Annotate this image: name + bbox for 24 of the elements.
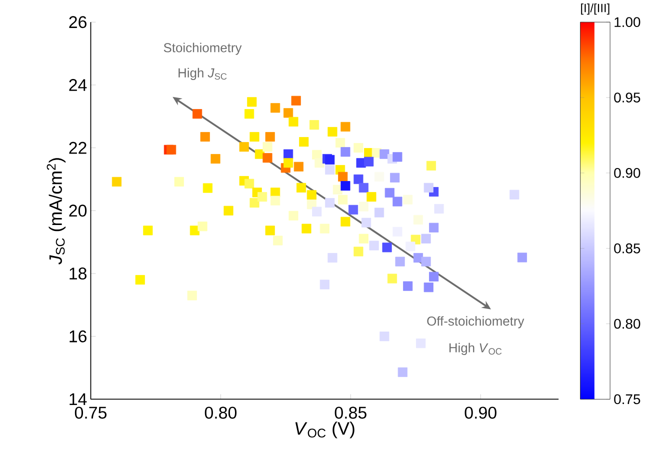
y-tick-label: 26 — [69, 16, 86, 28]
y-tick-label: 16 — [70, 330, 86, 342]
color-bar-label: 1.00 — [614, 17, 640, 27]
color-bar-label: 0.95 — [614, 92, 640, 102]
x-tick-label: 0.75 — [74, 406, 107, 419]
color-bar-label: 0.90 — [614, 168, 640, 178]
color-bar-label: 0.75 — [614, 394, 640, 404]
y-tick-label: 14 — [70, 393, 87, 405]
annotation: High J$_{SC}$ — [178, 68, 227, 80]
x-tick-label: 0.85 — [334, 406, 366, 419]
annotation: Off-stoichiometry — [427, 316, 524, 328]
color-bar-label: 0.85 — [614, 243, 640, 254]
x-tick-label: 0.90 — [464, 406, 496, 419]
y-tick-label: 18 — [70, 267, 86, 280]
x-tick-label: 0.80 — [204, 406, 237, 419]
color-bar-title: [I]/[III] — [581, 3, 610, 14]
x-axis-title: V$_{OC}$ (V) — [295, 421, 354, 438]
y-axis-title: J$_{SC}$ (mA/cm$^{2}$) — [46, 158, 66, 264]
annotation: High V$_{OC}$ — [449, 342, 502, 355]
y-tick-label: 24 — [69, 78, 87, 91]
color-bar-label: 0.80 — [614, 318, 640, 329]
y-tick-label: 20 — [69, 204, 87, 217]
y-tick-label: 22 — [69, 142, 86, 154]
annotation: Stoichiometry — [164, 42, 242, 55]
